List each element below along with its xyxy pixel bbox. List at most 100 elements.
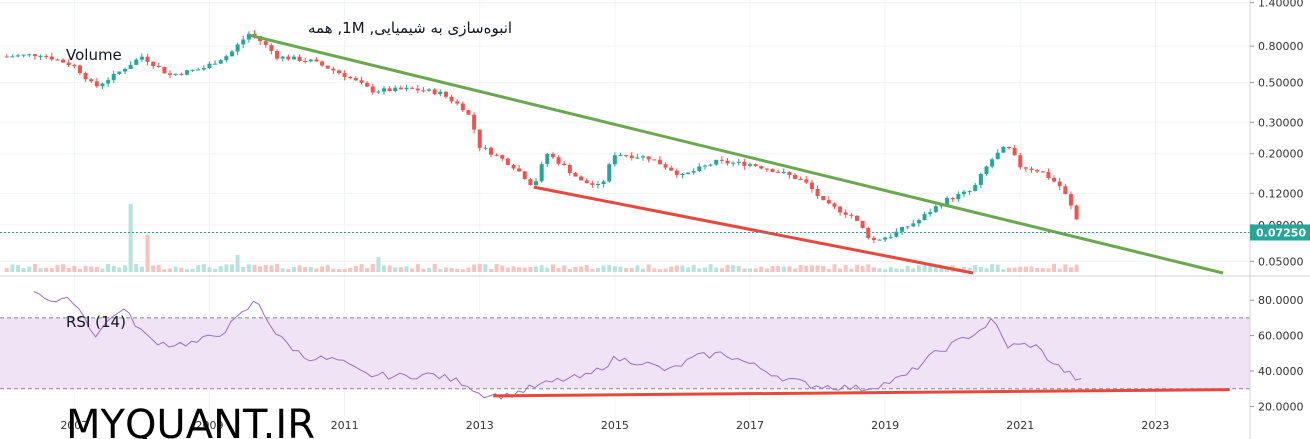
candle[interactable] [990, 157, 995, 169]
candle[interactable] [94, 78, 99, 89]
candle[interactable] [415, 85, 420, 94]
candle[interactable] [303, 57, 308, 64]
candle[interactable] [44, 54, 49, 60]
candle[interactable] [370, 83, 375, 95]
candle[interactable] [612, 152, 617, 167]
candle[interactable] [956, 191, 961, 202]
candle[interactable] [697, 163, 702, 172]
candle[interactable] [573, 171, 578, 177]
candle[interactable] [156, 62, 161, 68]
candle[interactable] [607, 162, 612, 183]
candle[interactable] [967, 190, 972, 196]
candle[interactable] [1035, 169, 1040, 173]
candle[interactable] [472, 112, 477, 134]
candle[interactable] [854, 215, 859, 222]
candle[interactable] [72, 63, 77, 69]
candle[interactable] [973, 182, 978, 192]
candle[interactable] [263, 39, 268, 49]
candle[interactable] [241, 35, 246, 49]
candle[interactable] [117, 71, 122, 76]
candle[interactable] [184, 69, 189, 76]
candle[interactable] [83, 71, 88, 82]
candle[interactable] [916, 218, 921, 227]
candle[interactable] [342, 70, 347, 81]
candle[interactable] [297, 54, 302, 62]
candle[interactable] [562, 161, 567, 166]
candle[interactable] [134, 57, 139, 66]
candle[interactable] [534, 178, 539, 187]
candle[interactable] [477, 129, 482, 152]
candle[interactable] [1023, 167, 1028, 172]
candle[interactable] [376, 90, 381, 94]
candle[interactable] [111, 70, 116, 84]
candle[interactable] [928, 208, 933, 217]
candle[interactable] [635, 153, 640, 159]
candle[interactable] [16, 53, 21, 58]
candle[interactable] [66, 59, 71, 67]
candle[interactable] [624, 154, 629, 158]
candle[interactable] [629, 151, 634, 161]
candle[interactable] [218, 59, 223, 64]
candle[interactable] [269, 43, 274, 55]
candle[interactable] [601, 179, 606, 188]
candle[interactable] [404, 84, 409, 92]
candle[interactable] [393, 85, 398, 93]
candle[interactable] [669, 165, 674, 171]
candle[interactable] [691, 168, 696, 175]
candle[interactable] [89, 78, 94, 84]
candle[interactable] [280, 55, 285, 62]
candle[interactable] [286, 54, 291, 61]
candle[interactable] [590, 180, 595, 188]
candle[interactable] [224, 54, 229, 63]
candle[interactable] [308, 58, 313, 63]
candle[interactable] [1068, 191, 1073, 210]
candle[interactable] [674, 168, 679, 178]
candle[interactable] [826, 196, 831, 205]
candle[interactable] [680, 172, 685, 179]
candle[interactable] [759, 165, 764, 170]
candle[interactable] [550, 152, 555, 159]
candle[interactable] [49, 52, 54, 62]
candle[interactable] [1012, 145, 1017, 156]
candle[interactable] [663, 162, 668, 171]
candle[interactable] [55, 58, 60, 61]
candle[interactable] [579, 175, 584, 181]
candle[interactable] [32, 54, 37, 60]
candle[interactable] [1018, 152, 1023, 170]
candle[interactable] [1046, 168, 1051, 180]
candle[interactable] [1057, 177, 1062, 190]
candle[interactable] [595, 180, 600, 189]
candle[interactable] [168, 70, 173, 79]
candle[interactable] [736, 158, 741, 166]
candle[interactable] [646, 156, 651, 163]
candle[interactable] [995, 149, 1000, 160]
candle[interactable] [190, 69, 195, 72]
candle[interactable] [1063, 183, 1068, 195]
candle[interactable] [911, 219, 916, 228]
candle[interactable] [201, 65, 206, 71]
candle[interactable] [793, 173, 798, 180]
candle[interactable] [584, 178, 589, 184]
candle[interactable] [686, 172, 691, 175]
candle[interactable] [382, 85, 387, 95]
candle[interactable] [652, 159, 657, 161]
candle[interactable] [719, 156, 724, 164]
candle[interactable] [427, 88, 432, 92]
candle[interactable] [950, 196, 955, 202]
candle[interactable] [106, 77, 111, 87]
candle[interactable] [331, 66, 336, 74]
candle[interactable] [900, 226, 905, 236]
candle[interactable] [365, 81, 370, 87]
candle[interactable] [460, 101, 465, 113]
candle[interactable] [1040, 170, 1045, 173]
candle[interactable] [275, 49, 280, 61]
candle[interactable] [517, 164, 522, 172]
candle[interactable] [348, 75, 353, 80]
candle[interactable] [229, 49, 234, 57]
candle[interactable] [883, 236, 888, 242]
candle[interactable] [353, 76, 358, 82]
candle[interactable] [770, 168, 775, 173]
candle[interactable] [145, 53, 150, 66]
candle[interactable] [77, 64, 82, 75]
